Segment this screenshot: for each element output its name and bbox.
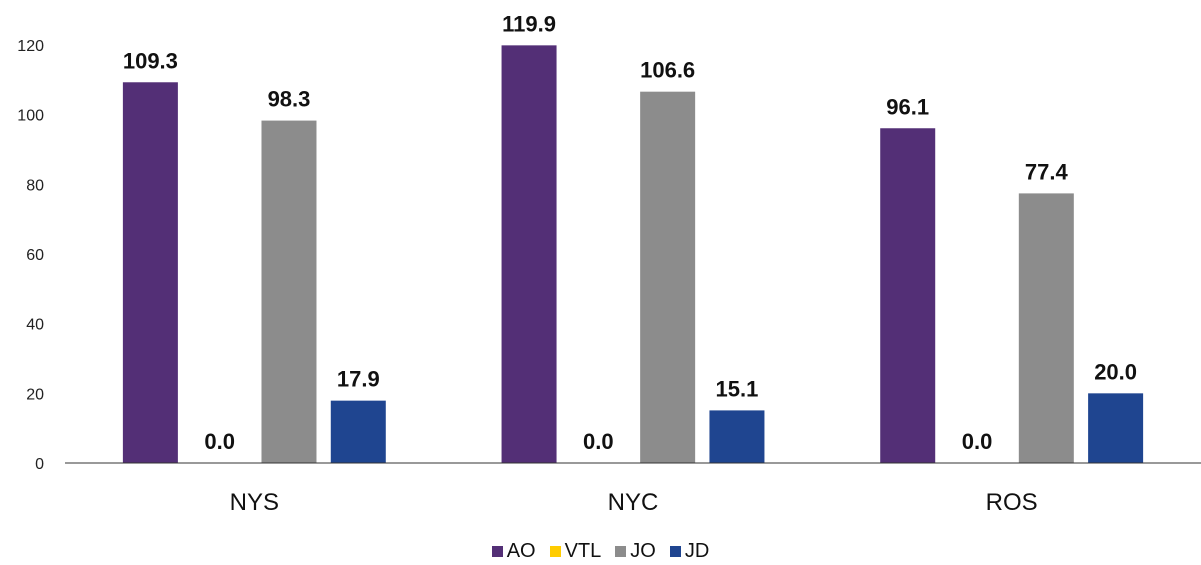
legend-swatch [615, 545, 627, 557]
y-tick-label: 80 [26, 177, 44, 194]
data-label-vtl-nyc: 0.0 [583, 429, 614, 454]
x-tick-label-nyc: NYC [608, 489, 659, 516]
bar-chart: 0 20 40 60 80 100 120 109.3 0.0 98.3 17.9 119.9 0.0… [17, 11, 1201, 516]
x-tick-label-nys: NYS [230, 489, 279, 516]
bar-jo-nyc [640, 91, 696, 463]
legend-item-jo: JO [615, 540, 656, 563]
bar-ao-ros [880, 128, 936, 464]
y-tick-label: 120 [17, 38, 44, 55]
legend-label: VTL [564, 539, 602, 562]
bar-jo-nys [261, 120, 317, 464]
legend-item-vtl: VTL [549, 539, 602, 563]
data-label-jd-nyc: 15.1 [716, 376, 759, 401]
y-tick-label: 60 [26, 247, 44, 264]
data-label-ao-ros: 96.1 [886, 94, 929, 119]
data-labels: 109.3 0.0 98.3 17.9 119.9 0.0 106.6 15.1 96.1 0.0… [123, 11, 1137, 454]
legend-item-ao: AO [491, 539, 536, 563]
data-label-jd-ros: 20.0 [1094, 359, 1137, 384]
y-tick-label: 20 [26, 386, 44, 403]
y-tick-label: 40 [26, 317, 44, 334]
legend-label: AO [506, 539, 536, 562]
legend-swatch [549, 545, 561, 557]
legend: AO VTL JO JD [0, 537, 1201, 565]
bar-jd-ros [1088, 393, 1144, 463]
legend-label: JO [630, 539, 656, 562]
bar-ao-nys [122, 82, 178, 463]
data-label-ao-nys: 109.3 [123, 48, 178, 73]
x-axis: NYS NYC ROS [230, 489, 1038, 516]
data-label-vtl-ros: 0.0 [962, 429, 993, 454]
bar-jo-ros [1018, 193, 1074, 463]
y-tick-label: 100 [17, 108, 44, 125]
legend-label: JD [684, 539, 710, 562]
legend-swatch [669, 545, 681, 557]
legend-swatch [491, 545, 503, 557]
bar-jd-nyc [709, 410, 765, 463]
y-tick-label: 0 [35, 456, 44, 473]
data-label-jo-nyc: 106.6 [640, 58, 695, 83]
bar-ao-nyc [501, 45, 557, 464]
data-label-jo-ros: 77.4 [1025, 159, 1069, 184]
x-tick-label-ros: ROS [986, 489, 1038, 516]
bar-jd-nys [330, 400, 386, 463]
data-label-ao-nyc: 119.9 [502, 11, 556, 36]
legend-item-jd: JD [669, 539, 710, 563]
data-label-jo-nys: 98.3 [268, 87, 311, 112]
y-axis: 0 20 40 60 80 100 120 [17, 38, 44, 473]
bars [122, 45, 1144, 464]
data-label-jd-nys: 17.9 [337, 367, 380, 392]
data-label-vtl-nys: 0.0 [204, 429, 235, 454]
